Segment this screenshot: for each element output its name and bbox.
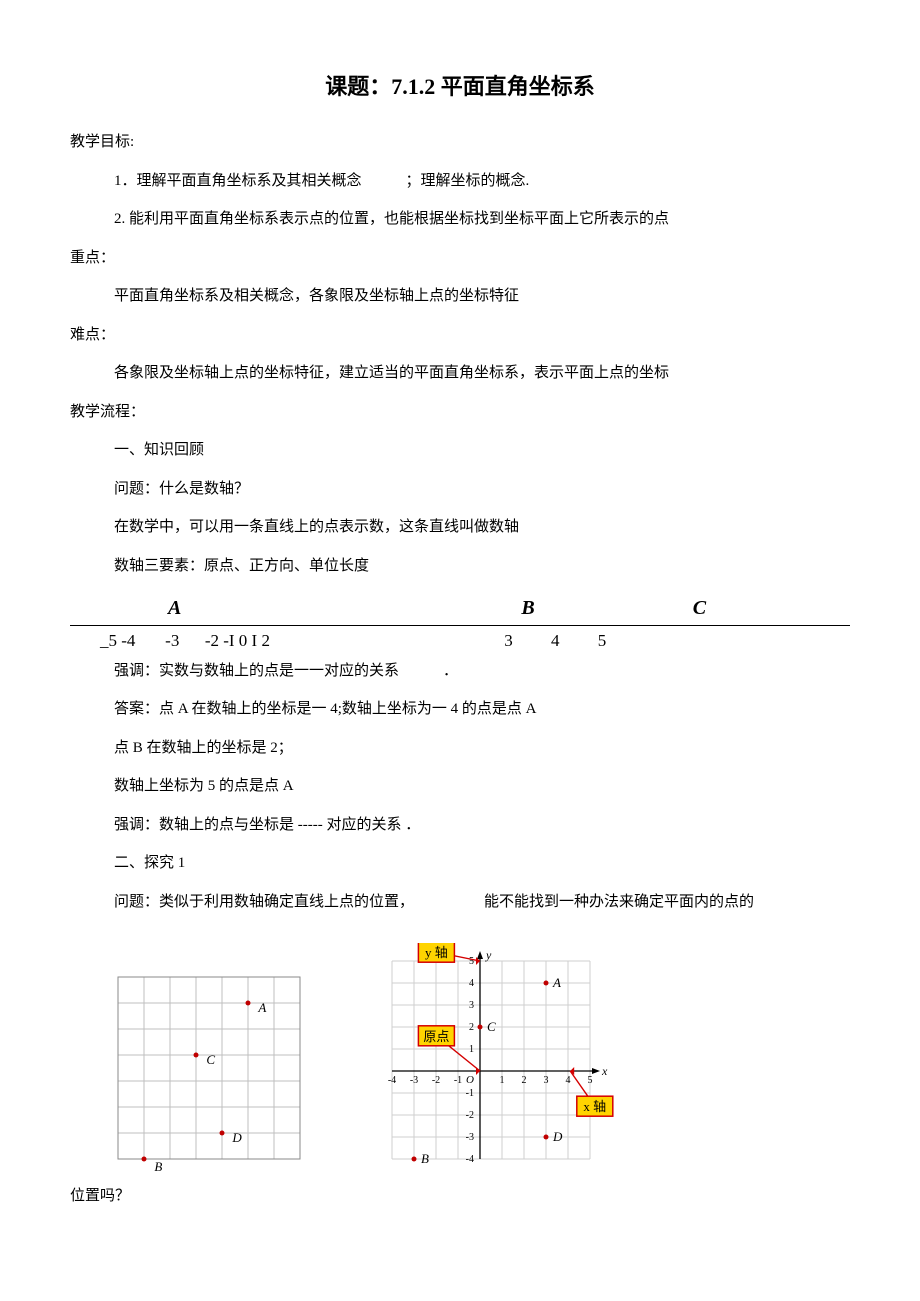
svg-text:C: C xyxy=(206,1052,215,1067)
figure-grid-plain: A C D B xyxy=(110,973,312,1179)
svg-text:5: 5 xyxy=(469,956,474,967)
svg-text:2: 2 xyxy=(522,1075,527,1086)
svg-text:-2: -2 xyxy=(466,1110,474,1121)
para-2: 数轴三要素：原点、正方向、单位长度 xyxy=(70,555,850,578)
para-7: 强调：数轴上的点与坐标是 ----- 对应的关系 ． xyxy=(70,814,850,837)
svg-text:5: 5 xyxy=(588,1075,593,1086)
heading-key: 重点： xyxy=(70,247,850,270)
figure-coordinate-system: -4 -3 -2 -1 1 2 3 4 5 -4 -3 -2 -1 1 2 3 4 5 Oy x A C D By 轴原点 x … xyxy=(352,943,620,1179)
svg-text:2: 2 xyxy=(469,1022,474,1033)
heading-goal: 教学目标: xyxy=(70,131,850,154)
goal-1b: ；理解坐标的概念. xyxy=(406,173,530,189)
svg-text:B: B xyxy=(421,1151,429,1166)
svg-text:4: 4 xyxy=(469,978,474,989)
question-2: 问题：类似于利用数轴确定直线上点的位置， 能不能找到一种办法来确定平面内的点的 xyxy=(70,891,850,914)
nl-5: 5 xyxy=(598,631,607,650)
section-1: 一、知识回顾 xyxy=(70,439,850,462)
svg-text:-1: -1 xyxy=(466,1088,474,1099)
goal-2: 2. 能利用平面直角坐标系表示点的位置，也能根据坐标找到坐标平面上它所表示的点 xyxy=(70,208,850,231)
svg-text:B: B xyxy=(154,1159,162,1174)
grid-svg-2: -4 -3 -2 -1 1 2 3 4 5 -4 -3 -2 -1 1 2 3 4 5 Oy x A C D By 轴原点 x … xyxy=(352,943,620,1179)
para-3b: ． xyxy=(443,663,458,679)
nl-3: 3 xyxy=(504,631,513,650)
svg-text:-3: -3 xyxy=(410,1075,418,1086)
para-3a: 强调：实数与数轴上的点是一一对应的关系 xyxy=(114,663,399,679)
svg-text:O: O xyxy=(466,1074,474,1086)
svg-text:D: D xyxy=(552,1129,563,1144)
svg-text:C: C xyxy=(487,1019,496,1034)
heading-diff: 难点： xyxy=(70,324,850,347)
number-line: A B C _5 -4 -3 -2 -I 0 I 2 3 4 5 xyxy=(70,593,850,654)
figure-row: A C D B -4 -3 -2 -1 1 2 3 4 5 -4 -3 -2 -1 1 2 3 4 5 Oy x A C D By … xyxy=(110,943,850,1179)
para-4: 答案：点 A 在数轴上的坐标是一 4;数轴上坐标为一 4 的点是点 A xyxy=(70,698,850,721)
number-line-axis xyxy=(70,625,850,626)
svg-text:A: A xyxy=(552,975,561,990)
nl-label-b: B xyxy=(521,593,534,623)
goal-1: 1．理解平面直角坐标系及其相关概念 ；理解坐标的概念. xyxy=(70,170,850,193)
key-text: 平面直角坐标系及相关概念，各象限及坐标轴上点的坐标特征 xyxy=(70,285,850,308)
para-3: 强调：实数与数轴上的点是一一对应的关系 ． xyxy=(70,660,850,683)
goal-1a: 1．理解平面直角坐标系及其相关概念 xyxy=(114,173,362,189)
svg-text:1: 1 xyxy=(500,1075,505,1086)
para-1: 在数学中，可以用一条直线上的点表示数，这条直线叫做数轴 xyxy=(70,516,850,539)
svg-text:-1: -1 xyxy=(454,1075,462,1086)
section-2: 二、探究 1 xyxy=(70,852,850,875)
page-title: 课题：7.1.2 平面直角坐标系 xyxy=(70,70,850,103)
nl-label-a: A xyxy=(168,593,181,623)
svg-text:y 轴: y 轴 xyxy=(425,945,448,960)
q2a: 问题：类似于利用数轴确定直线上点的位置， xyxy=(114,894,414,910)
svg-text:3: 3 xyxy=(469,1000,474,1011)
para-6: 数轴上坐标为 5 的点是点 A xyxy=(70,775,850,798)
grid-svg-1: A C D B xyxy=(110,973,312,1179)
svg-text:原点: 原点 xyxy=(423,1029,449,1044)
heading-flow: 教学流程： xyxy=(70,401,850,424)
question-1: 问题：什么是数轴？ xyxy=(70,478,850,501)
svg-text:y: y xyxy=(485,948,492,962)
question-3: 位置吗？ xyxy=(70,1185,850,1208)
svg-text:x: x xyxy=(601,1064,608,1078)
svg-text:A: A xyxy=(257,1000,266,1015)
svg-text:D: D xyxy=(231,1130,242,1145)
svg-text:1: 1 xyxy=(469,1044,474,1055)
svg-text:-4: -4 xyxy=(388,1075,396,1086)
svg-text:-2: -2 xyxy=(432,1075,440,1086)
nl-4: 4 xyxy=(551,631,560,650)
svg-text:x 轴: x 轴 xyxy=(583,1099,606,1114)
diff-text: 各象限及坐标轴上点的坐标特征，建立适当的平面直角坐标系，表示平面上点的坐标 xyxy=(70,362,850,385)
para-5: 点 B 在数轴上的坐标是 2； xyxy=(70,737,850,760)
svg-text:4: 4 xyxy=(566,1075,571,1086)
nl-label-c: C xyxy=(693,593,706,623)
svg-text:-4: -4 xyxy=(466,1154,474,1165)
svg-text:-3: -3 xyxy=(466,1132,474,1143)
nl-nums-left: _5 -4 -3 -2 -I 0 I 2 xyxy=(100,628,270,654)
q2b: 能不能找到一种办法来确定平面内的点的 xyxy=(484,894,754,910)
svg-text:3: 3 xyxy=(544,1075,549,1086)
